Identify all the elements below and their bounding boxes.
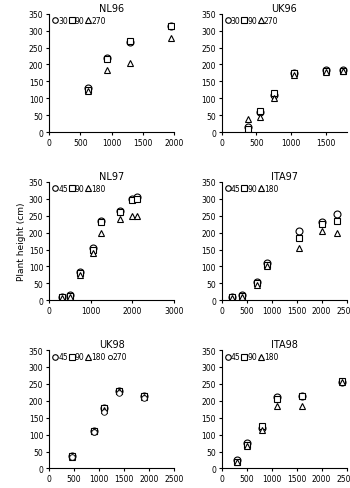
Legend: 45, 90, 180: 45, 90, 180 xyxy=(225,184,279,194)
Legend: 45, 90, 180: 45, 90, 180 xyxy=(53,184,106,194)
Title: NL96: NL96 xyxy=(99,4,124,14)
Y-axis label: Plant height (cm): Plant height (cm) xyxy=(17,203,26,281)
Title: UK96: UK96 xyxy=(271,4,297,14)
Legend: 30, 90, 270: 30, 90, 270 xyxy=(225,16,279,26)
Legend: 45, 90, 180: 45, 90, 180 xyxy=(225,352,279,362)
Legend: 30, 90, 270: 30, 90, 270 xyxy=(53,16,107,26)
Title: ITA98: ITA98 xyxy=(271,340,298,349)
Legend: 45, 90, 180, 270: 45, 90, 180, 270 xyxy=(53,352,128,362)
Title: ITA97: ITA97 xyxy=(271,172,298,182)
Title: UK98: UK98 xyxy=(99,340,124,349)
Title: NL97: NL97 xyxy=(99,172,124,182)
